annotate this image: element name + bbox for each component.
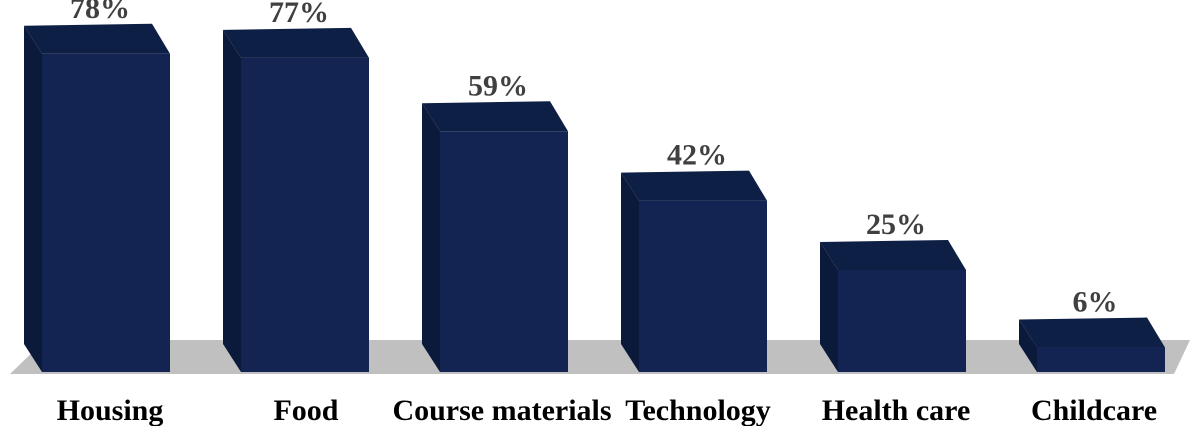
data-label-health-care: 25% [866,208,926,241]
bar-front-health-care [838,270,966,372]
bar-top-childcare [1019,318,1165,348]
bar-front-childcare [1037,348,1165,372]
bar-food [223,28,369,372]
category-label-childcare: Childcare [1031,394,1157,426]
category-label-technology: Technology [625,394,771,426]
bars-group [24,24,1165,372]
bar-front-course-materials [440,131,568,372]
bar-side-course-materials [422,103,440,372]
bar-top-housing [24,24,170,54]
data-label-food: 77% [269,0,329,29]
bar-health-care [820,240,966,372]
bar-housing [24,24,170,372]
bar-side-food [223,30,241,372]
bar-top-technology [621,171,767,201]
bar-childcare [1019,318,1165,372]
category-label-course-materials: Course materials [392,394,611,426]
category-label-housing: Housing [57,394,164,426]
data-label-childcare: 6% [1073,286,1118,319]
category-label-food: Food [273,394,338,426]
data-label-housing: 78% [70,0,130,25]
bar-side-technology [621,173,639,372]
data-label-technology: 42% [667,139,727,172]
bar-front-food [241,58,369,372]
category-label-health-care: Health care [822,394,971,426]
data-label-course-materials: 59% [468,69,528,102]
bar-front-technology [639,201,767,372]
bar-top-food [223,28,369,58]
bar-top-health-care [820,240,966,270]
bar-side-housing [24,26,42,372]
bar-top-course-materials [422,101,568,131]
bar-technology [621,171,767,372]
chart-floor [10,340,1190,374]
bar-front-housing [42,54,170,372]
bar-course-materials [422,101,568,372]
